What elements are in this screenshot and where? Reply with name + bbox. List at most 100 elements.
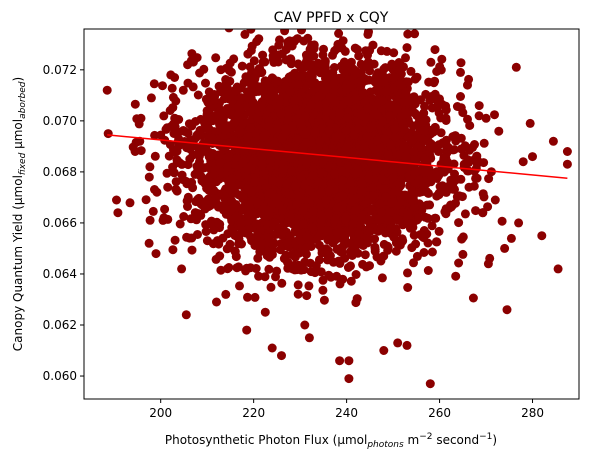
data-point bbox=[473, 156, 483, 166]
data-point bbox=[219, 18, 228, 27]
data-point bbox=[458, 108, 468, 118]
data-point bbox=[249, 56, 259, 66]
data-point bbox=[172, 186, 182, 196]
data-point bbox=[211, 53, 221, 63]
data-point bbox=[401, 53, 410, 63]
data-point bbox=[175, 219, 185, 229]
data-point bbox=[260, 57, 270, 67]
data-point bbox=[420, 101, 429, 111]
data-point bbox=[103, 129, 113, 139]
chart-title: CAV PPFD x CQY bbox=[274, 10, 389, 26]
data-point bbox=[459, 163, 469, 172]
data-point bbox=[351, 205, 361, 215]
data-point bbox=[237, 61, 247, 71]
data-point bbox=[167, 83, 177, 93]
data-point bbox=[432, 67, 442, 76]
data-point bbox=[431, 237, 441, 247]
data-point bbox=[252, 68, 262, 78]
data-point bbox=[256, 243, 265, 253]
data-point bbox=[248, 98, 258, 108]
data-point bbox=[379, 78, 389, 87]
data-point bbox=[168, 162, 178, 172]
data-point bbox=[201, 227, 211, 236]
data-point bbox=[332, 203, 342, 213]
data-point bbox=[431, 213, 441, 223]
data-point bbox=[136, 113, 146, 123]
data-point bbox=[233, 143, 243, 153]
data-point bbox=[372, 152, 382, 162]
data-point bbox=[407, 135, 417, 145]
data-point bbox=[113, 208, 123, 218]
data-point bbox=[484, 174, 494, 184]
data-point bbox=[387, 59, 397, 69]
data-point bbox=[159, 111, 169, 121]
data-point bbox=[375, 143, 385, 152]
data-point bbox=[490, 110, 499, 120]
data-point bbox=[419, 126, 429, 136]
data-point bbox=[246, 232, 256, 242]
data-point bbox=[249, 137, 259, 147]
data-point bbox=[276, 109, 286, 119]
data-point bbox=[343, 263, 353, 272]
data-point bbox=[183, 78, 193, 88]
data-point bbox=[347, 251, 357, 260]
data-point bbox=[321, 244, 331, 254]
data-point bbox=[357, 179, 367, 189]
data-point bbox=[362, 132, 372, 142]
data-point bbox=[204, 152, 214, 162]
data-point bbox=[225, 91, 235, 101]
data-point bbox=[371, 86, 381, 96]
data-point bbox=[148, 206, 158, 216]
data-point bbox=[418, 117, 428, 127]
data-point bbox=[195, 68, 205, 78]
data-point bbox=[335, 279, 345, 289]
data-point bbox=[337, 166, 347, 176]
data-point bbox=[283, 257, 293, 267]
data-point bbox=[332, 228, 342, 238]
data-point bbox=[273, 76, 283, 86]
data-point bbox=[479, 138, 489, 148]
data-point bbox=[258, 86, 268, 96]
data-point bbox=[232, 154, 241, 164]
data-point bbox=[182, 143, 192, 153]
data-point bbox=[341, 126, 351, 136]
data-point bbox=[258, 132, 268, 142]
data-point bbox=[456, 92, 465, 101]
data-point bbox=[351, 94, 360, 103]
data-point bbox=[434, 171, 444, 180]
data-point bbox=[193, 149, 203, 159]
data-point bbox=[458, 232, 468, 242]
data-point bbox=[287, 123, 297, 132]
data-point bbox=[187, 233, 197, 243]
data-point bbox=[338, 36, 348, 46]
data-point bbox=[343, 113, 352, 123]
data-point bbox=[232, 82, 242, 92]
data-point bbox=[471, 206, 481, 216]
data-point bbox=[458, 249, 468, 259]
data-point bbox=[329, 79, 339, 88]
data-point bbox=[330, 169, 340, 179]
data-point bbox=[409, 147, 419, 156]
data-point bbox=[234, 190, 244, 200]
data-point bbox=[238, 158, 248, 168]
data-point bbox=[177, 264, 187, 274]
data-point bbox=[250, 292, 260, 302]
data-point bbox=[182, 196, 192, 206]
data-point bbox=[386, 140, 396, 150]
data-point bbox=[474, 101, 484, 111]
data-point bbox=[163, 182, 173, 192]
data-point bbox=[257, 160, 267, 169]
data-point bbox=[221, 125, 231, 135]
data-point bbox=[226, 110, 236, 120]
data-point bbox=[295, 233, 305, 243]
data-point bbox=[437, 54, 447, 64]
data-point bbox=[377, 174, 387, 184]
data-point bbox=[405, 223, 415, 233]
data-point bbox=[478, 189, 488, 199]
data-point bbox=[294, 80, 304, 89]
data-point bbox=[150, 151, 160, 161]
data-point bbox=[346, 276, 356, 286]
data-point bbox=[299, 265, 309, 275]
data-point bbox=[403, 29, 413, 39]
data-point bbox=[390, 124, 400, 134]
